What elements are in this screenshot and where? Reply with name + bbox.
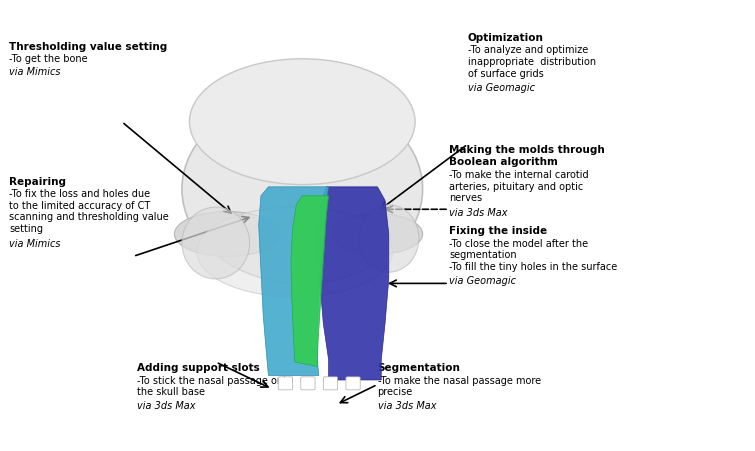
Text: -To analyze and optimize
inappropriate  distribution
of surface grids: -To analyze and optimize inappropriate d…	[468, 45, 596, 78]
Polygon shape	[291, 196, 328, 367]
Text: Thresholding value setting: Thresholding value setting	[9, 42, 167, 52]
Text: Fixing the inside: Fixing the inside	[449, 226, 547, 235]
Text: Adding support slots: Adding support slots	[137, 362, 260, 372]
Text: -To close the model after the
segmentation
-To fill the tiny holes in the surfac: -To close the model after the segmentati…	[449, 238, 617, 271]
Text: via Geomagic: via Geomagic	[449, 276, 516, 285]
Polygon shape	[317, 188, 389, 380]
Text: via Mimics: via Mimics	[9, 67, 60, 77]
Text: via 3ds Max: via 3ds Max	[449, 207, 507, 217]
FancyBboxPatch shape	[278, 377, 292, 390]
FancyBboxPatch shape	[346, 377, 360, 390]
Ellipse shape	[197, 207, 393, 297]
Text: via 3ds Max: via 3ds Max	[378, 400, 436, 410]
Ellipse shape	[182, 96, 423, 284]
Ellipse shape	[359, 205, 419, 272]
FancyBboxPatch shape	[323, 377, 337, 390]
Ellipse shape	[332, 214, 423, 255]
Text: -To get the bone: -To get the bone	[9, 54, 88, 64]
Text: Optimization: Optimization	[468, 33, 544, 43]
Ellipse shape	[182, 207, 250, 279]
Text: via Geomagic: via Geomagic	[468, 83, 535, 93]
Text: -To make the nasal passage more
precise: -To make the nasal passage more precise	[378, 375, 541, 396]
Text: via Mimics: via Mimics	[9, 239, 60, 249]
Text: -To stick the nasal passage onto
the skull base: -To stick the nasal passage onto the sku…	[137, 375, 293, 396]
Text: -To make the internal carotid
arteries, pituitary and optic
nerves: -To make the internal carotid arteries, …	[449, 170, 589, 203]
Ellipse shape	[174, 212, 279, 257]
Text: Making the molds through
Boolean algorithm: Making the molds through Boolean algorit…	[449, 145, 605, 166]
Text: -To fix the loss and holes due
to the limited accuracy of CT
scanning and thresh: -To fix the loss and holes due to the li…	[9, 189, 168, 234]
Text: Repairing: Repairing	[9, 176, 66, 186]
Text: Segmentation: Segmentation	[378, 362, 461, 372]
Polygon shape	[259, 188, 328, 376]
Ellipse shape	[190, 60, 415, 185]
Text: via 3ds Max: via 3ds Max	[137, 400, 196, 410]
FancyBboxPatch shape	[300, 377, 315, 390]
